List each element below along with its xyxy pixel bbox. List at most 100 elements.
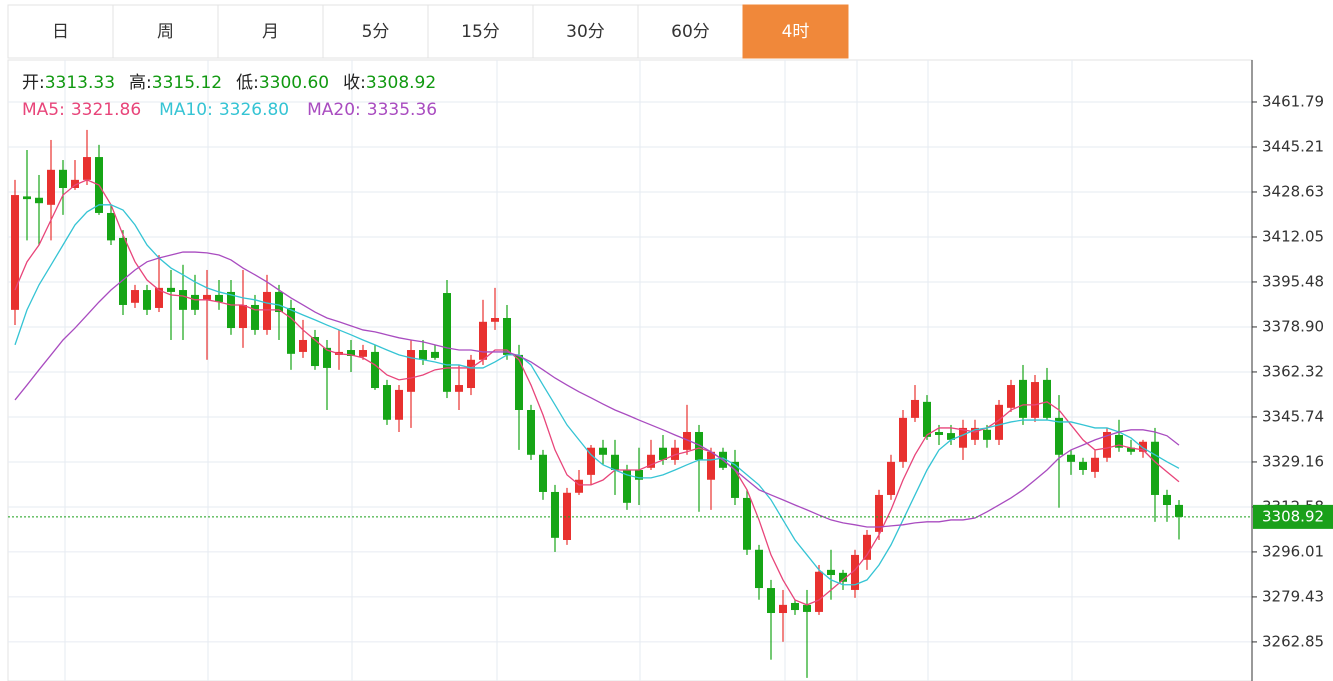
legend-name: MA10: (159, 100, 213, 120)
tab-label[interactable]: 日 (52, 22, 69, 42)
tab-box[interactable] (532, 4, 639, 59)
ohlc-value: 3315.12 (152, 73, 222, 93)
ohlc-label: 高: (129, 73, 152, 93)
y-tick-label: 3378.90 (1262, 317, 1324, 335)
candle-body (755, 549, 763, 589)
tab[interactable]: 15分 (427, 4, 534, 59)
candle-body (1139, 441, 1147, 452)
candle-body (911, 399, 919, 418)
tab-box[interactable] (7, 4, 114, 59)
tab-label[interactable]: 4时 (782, 22, 810, 42)
ohlc-value: 3313.33 (45, 73, 115, 93)
candle-body (443, 293, 451, 392)
candle-body (347, 350, 355, 356)
tab[interactable]: 月 (217, 4, 324, 59)
last-price-label: 3308.92 (1262, 507, 1324, 525)
candle-body (707, 451, 715, 480)
candle-body (839, 572, 847, 582)
candle-body (407, 350, 415, 392)
ohlc-label: 低: (236, 73, 259, 93)
candle-body (971, 427, 979, 440)
candle-body (827, 569, 835, 576)
candle-body (767, 588, 775, 614)
candle-body (599, 447, 607, 455)
tab[interactable]: 日 (7, 4, 114, 59)
ohlc-row: 开:3313.33 高:3315.12 低:3300.60 收:3308.92 (22, 73, 436, 93)
candle-body (935, 431, 943, 435)
legend-name: MA5: (22, 100, 65, 120)
candle-body (503, 317, 511, 355)
tab-label[interactable]: 月 (262, 22, 279, 42)
candle-body (887, 461, 895, 495)
candle-body (851, 554, 859, 590)
candle-body (83, 157, 91, 180)
tab[interactable]: 60分 (637, 4, 744, 59)
candle-body (791, 602, 799, 611)
tab-label[interactable]: 周 (157, 22, 174, 42)
tab[interactable]: 周 (112, 4, 219, 59)
candle-body (143, 290, 151, 310)
candle-body (647, 454, 655, 468)
tab-label[interactable]: 5分 (362, 22, 390, 42)
candle-body (107, 212, 115, 241)
candle-body (203, 294, 211, 300)
candle-body (947, 433, 955, 440)
tab-label[interactable]: 30分 (566, 22, 605, 42)
tab-box[interactable] (322, 4, 429, 59)
candle-body (587, 447, 595, 475)
candle-body (371, 351, 379, 389)
vertical-grid (64, 60, 1073, 681)
legend-value: 3321.86 (71, 100, 141, 120)
legend-value: 3326.80 (219, 100, 289, 120)
candle-body (659, 447, 667, 460)
last-price-tag (1253, 504, 1333, 529)
tab-box[interactable] (742, 4, 849, 59)
candle-body (359, 350, 367, 357)
candle-body (743, 497, 751, 550)
candle-body (491, 317, 499, 322)
ohlc-label: 开: (22, 73, 45, 93)
candle-body (995, 404, 1003, 440)
tab[interactable]: 4时 (742, 4, 849, 59)
tab[interactable]: 5分 (322, 4, 429, 59)
candle-body (1043, 379, 1051, 418)
tab-label[interactable]: 15分 (461, 22, 500, 42)
candle-body (1163, 494, 1171, 505)
candle-body (287, 307, 295, 354)
ma-line (14, 204, 1180, 586)
candle-body (275, 291, 283, 313)
tab-box[interactable] (637, 4, 744, 59)
candle-body (299, 339, 307, 352)
candle-body (1175, 504, 1183, 517)
candle-body (515, 354, 523, 411)
candle-body (959, 427, 967, 448)
candle-body (623, 469, 631, 503)
ohlc-header: 开:3313.33 高:3315.12 低:3300.60 收:3308.92 MA5:… (22, 73, 437, 120)
candle-body (1127, 447, 1135, 452)
tab-box[interactable] (112, 4, 219, 59)
candle-body (467, 359, 475, 389)
candle-body (923, 401, 931, 437)
tab[interactable]: 30分 (532, 4, 639, 59)
y-tick-label: 3461.79 (1262, 92, 1324, 110)
y-tick-label: 3395.48 (1262, 272, 1324, 290)
candle-body (863, 534, 871, 560)
tab-box[interactable] (427, 4, 534, 59)
candle-body (383, 385, 391, 420)
period-tabs: 日 周 月 5分 15分 30分 60分 4时 (7, 4, 849, 59)
y-tick-label: 3428.63 (1262, 182, 1324, 200)
candle-body (215, 294, 223, 302)
candle-body (23, 196, 31, 200)
candle-body (1115, 434, 1123, 448)
tab-label[interactable]: 60分 (671, 22, 710, 42)
y-tick-label: 3296.01 (1262, 542, 1324, 560)
candle-body (683, 431, 691, 450)
candle-body (419, 350, 427, 360)
candle-body (227, 291, 235, 329)
ohlc-value: 3300.60 (259, 73, 329, 93)
candle-body (815, 571, 823, 612)
candle-body (1151, 441, 1159, 495)
candle-body (191, 294, 199, 310)
candle-body (479, 321, 487, 360)
